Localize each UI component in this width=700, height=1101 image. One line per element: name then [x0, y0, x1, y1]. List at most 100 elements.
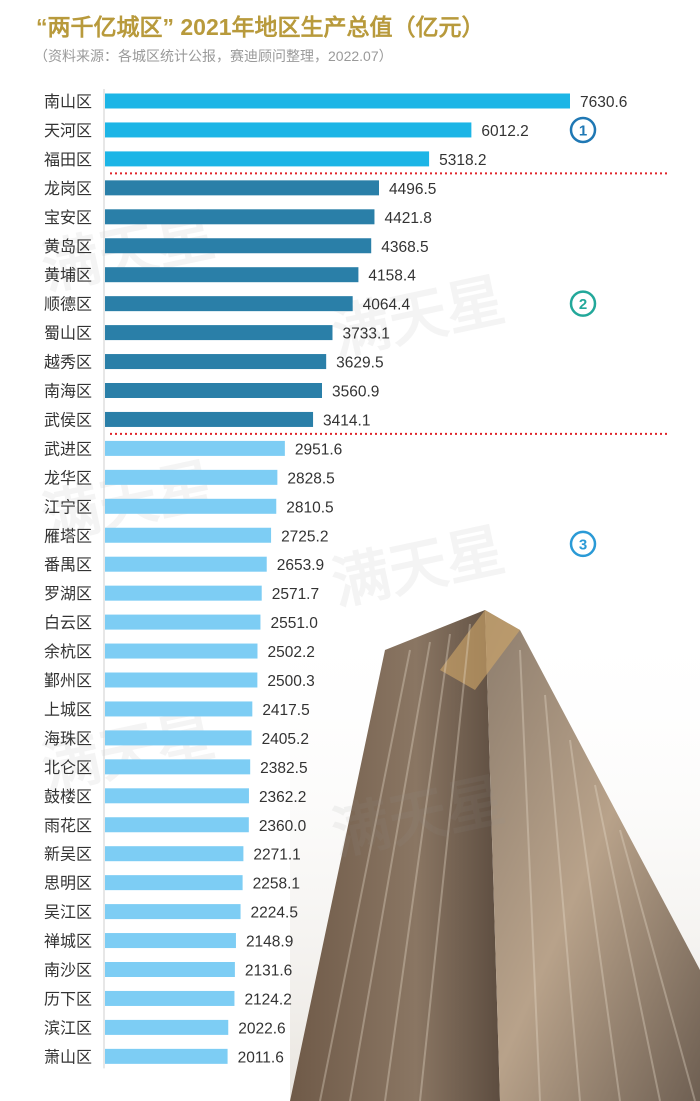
- category-label: 思明区: [44, 874, 92, 893]
- value-label: 2828.5: [287, 470, 334, 487]
- bar-10: [105, 383, 322, 398]
- bar-18: [105, 614, 261, 630]
- category-label: 南海区: [44, 382, 92, 401]
- value-label: 7630.6: [580, 94, 627, 111]
- value-label: 4421.8: [384, 210, 431, 227]
- category-label: 雁塔区: [44, 526, 92, 545]
- category-label: 新吴区: [44, 845, 92, 864]
- category-label: 南沙区: [44, 961, 92, 980]
- bar-17: [105, 585, 262, 601]
- tier-badge-label: 2: [579, 296, 587, 313]
- bar-9: [105, 354, 327, 370]
- bar-2: [105, 151, 430, 167]
- value-label: 3733.1: [342, 326, 389, 343]
- category-label: 吴江区: [44, 903, 92, 922]
- category-label: 番禺区: [44, 555, 92, 574]
- bar-5: [105, 238, 372, 254]
- value-label: 2417.5: [262, 702, 309, 719]
- value-label: 2405.2: [262, 731, 309, 748]
- bar-30: [105, 962, 235, 977]
- value-label: 2258.1: [253, 876, 300, 893]
- bar-7: [105, 296, 353, 312]
- category-label: 海珠区: [44, 729, 92, 748]
- value-label: 5318.2: [439, 152, 486, 169]
- bar-23: [105, 759, 251, 775]
- category-label: 龙华区: [44, 468, 92, 487]
- category-label: 黄埔区: [44, 266, 92, 285]
- category-label: 顺德区: [44, 295, 92, 314]
- category-label: 余杭区: [44, 642, 92, 661]
- bar-29: [105, 933, 236, 949]
- category-label: 江宁区: [44, 497, 92, 516]
- category-label: 黄岛区: [44, 237, 92, 256]
- bar-4: [105, 209, 375, 225]
- bar-14: [105, 498, 277, 514]
- bar-1: [105, 122, 472, 138]
- bar-32: [105, 1019, 229, 1035]
- value-label: 2502.2: [267, 644, 314, 661]
- bar-0: [105, 93, 570, 109]
- bar-28: [105, 904, 241, 920]
- value-label: 3629.5: [336, 355, 383, 372]
- value-label: 4158.4: [368, 268, 416, 285]
- value-label: 3560.9: [332, 384, 379, 401]
- bar-13: [105, 469, 278, 485]
- tier-badge-label: 3: [579, 536, 587, 553]
- category-label: 历下区: [44, 989, 92, 1008]
- value-label: 2725.2: [281, 528, 328, 545]
- category-label: 白云区: [44, 613, 92, 632]
- value-label: 2382.5: [260, 760, 307, 777]
- category-label: 萧山区: [44, 1047, 92, 1066]
- value-label: 2360.0: [259, 818, 307, 835]
- value-label: 2810.5: [286, 499, 333, 516]
- bar-8: [105, 325, 333, 341]
- value-label: 2551.0: [270, 615, 318, 632]
- value-label: 2271.1: [253, 847, 300, 864]
- category-label: 北仑区: [44, 758, 92, 777]
- bar-25: [105, 817, 249, 833]
- bar-16: [105, 556, 267, 572]
- bar-15: [105, 527, 272, 543]
- bar-26: [105, 846, 244, 862]
- value-label: 4064.4: [363, 297, 411, 314]
- category-label: 越秀区: [44, 353, 92, 372]
- value-label: 6012.2: [481, 123, 528, 140]
- value-label: 2571.7: [272, 586, 319, 603]
- value-label: 2011.6: [238, 1049, 284, 1066]
- category-label: 南山区: [44, 92, 92, 111]
- bar-11: [105, 411, 314, 427]
- category-label: 天河区: [44, 121, 92, 140]
- category-label: 宝安区: [44, 208, 92, 227]
- tier-badge: [569, 290, 597, 317]
- bar-21: [105, 701, 253, 717]
- chart-title: “两千亿城区” 2021年地区生产总值（亿元）: [36, 14, 485, 40]
- category-label: 龙岗区: [44, 179, 92, 198]
- bar-12: [105, 440, 285, 456]
- value-label: 4368.5: [381, 239, 428, 256]
- category-label: 上城区: [44, 700, 92, 719]
- bar-3: [105, 180, 380, 196]
- category-label: 罗湖区: [44, 584, 92, 603]
- bar-19: [105, 643, 258, 659]
- value-label: 2500.3: [267, 673, 314, 690]
- category-label: 滨江区: [44, 1018, 92, 1037]
- category-label: 福田区: [44, 150, 92, 169]
- bar-27: [105, 875, 243, 891]
- tier-badge: [569, 116, 597, 144]
- value-label: 4496.5: [389, 181, 436, 198]
- tier-badge-label: 1: [579, 122, 587, 139]
- chart-subtitle: （资料来源：各城区统计公报，赛迪顾问整理，2022.07）: [34, 48, 393, 64]
- value-label: 2022.6: [238, 1020, 285, 1037]
- bar-31: [105, 990, 235, 1006]
- category-label: 武进区: [44, 439, 92, 458]
- value-label: 2362.2: [259, 789, 306, 806]
- value-label: 2148.9: [246, 934, 293, 951]
- bar-33: [105, 1048, 228, 1064]
- value-label: 2224.5: [251, 905, 298, 922]
- value-label: 2653.9: [277, 557, 324, 574]
- category-label: 雨花区: [44, 816, 92, 835]
- category-label: 武侯区: [44, 410, 92, 429]
- tier-badge: [569, 530, 597, 558]
- bar-22: [105, 730, 252, 746]
